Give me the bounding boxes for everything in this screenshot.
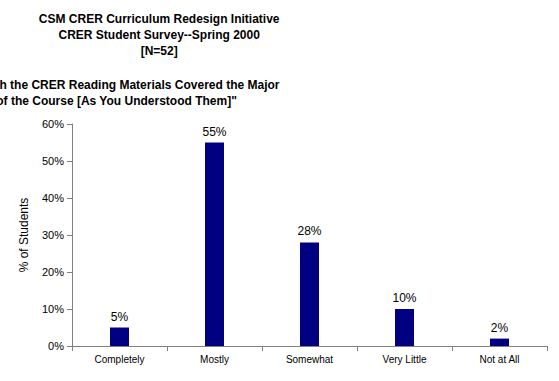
svg-text:Somewhat: Somewhat <box>286 354 333 365</box>
svg-text:"Extent to which the CRER Read: "Extent to which the CRER Reading Materi… <box>0 78 280 92</box>
svg-text:0%: 0% <box>48 340 64 352</box>
svg-text:60%: 60% <box>42 118 64 130</box>
svg-text:40%: 40% <box>42 192 64 204</box>
svg-text:CSM CRER Curriculum Redesign I: CSM CRER Curriculum Redesign Initiative <box>39 12 280 26</box>
svg-text:55%: 55% <box>202 125 226 139</box>
svg-text:[N=52]: [N=52] <box>141 44 178 58</box>
svg-text:% of Students: % of Students <box>17 198 31 273</box>
svg-text:10%: 10% <box>42 303 64 315</box>
svg-text:Very Little: Very Little <box>383 354 427 365</box>
svg-text:50%: 50% <box>42 155 64 167</box>
svg-text:30%: 30% <box>42 229 64 241</box>
svg-text:2%: 2% <box>491 321 509 335</box>
svg-text:Completely: Completely <box>94 354 144 365</box>
svg-text:Topics of the Course [As You U: Topics of the Course [As You Understood … <box>0 94 237 108</box>
svg-text:20%: 20% <box>42 266 64 278</box>
svg-text:Not at All: Not at All <box>479 354 519 365</box>
svg-text:10%: 10% <box>392 291 416 305</box>
svg-text:CRER Student Survey--Spring 20: CRER Student Survey--Spring 2000 <box>58 28 260 42</box>
svg-text:5%: 5% <box>111 310 129 324</box>
svg-text:28%: 28% <box>297 224 321 238</box>
svg-text:Mostly: Mostly <box>200 354 229 365</box>
